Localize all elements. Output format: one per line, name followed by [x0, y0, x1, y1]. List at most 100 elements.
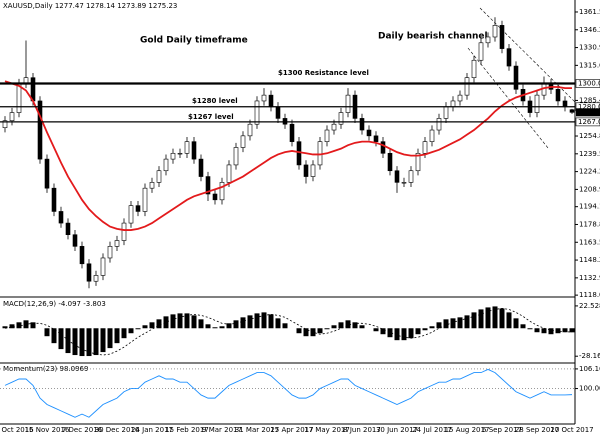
macd-bar: [450, 318, 456, 329]
candle-body: [212, 193, 218, 201]
y-tick-label: 100.00: [579, 385, 600, 393]
macd-bar: [247, 315, 253, 329]
y-tick-label: 1239.55: [579, 150, 600, 158]
candle-body: [387, 152, 393, 172]
candle-body: [226, 164, 232, 183]
candle-body: [373, 135, 379, 142]
macd-bar: [464, 315, 470, 329]
y-tick-label: 1330.90: [579, 44, 600, 52]
macd-bar: [324, 328, 330, 330]
macd-bar: [128, 328, 134, 334]
candle-body: [436, 118, 442, 131]
candle-body: [443, 106, 449, 119]
macd-bar: [555, 328, 561, 334]
candle-body: [555, 89, 561, 102]
macd-bar: [219, 326, 225, 329]
y-tick-label: 1178.80: [579, 220, 600, 228]
x-tick-label: 6 Sep 2017: [482, 426, 522, 434]
candle-body: [345, 94, 351, 113]
candle-body: [240, 135, 246, 148]
candle-body: [471, 59, 477, 78]
macd-bar: [415, 328, 421, 335]
macd-bar: [107, 328, 113, 349]
macd-bar: [548, 328, 554, 335]
candle-body: [205, 176, 211, 195]
macd-bar: [93, 328, 99, 356]
candle-body: [331, 123, 337, 131]
moving-average: [4, 80, 572, 231]
x-tick-label: 15 Aug 2017: [445, 426, 490, 434]
candle-body: [72, 234, 78, 247]
macd-bar: [58, 328, 64, 350]
y-tick-label: 1254.85: [579, 132, 600, 140]
macd-bar: [338, 322, 344, 329]
x-tick-label: 8 Jun 2017: [343, 426, 381, 434]
macd-bar: [205, 324, 211, 329]
header: XAUUSD,Daily 1277.47 1278.14 1273.89 127…: [3, 2, 177, 10]
macd-bar: [233, 320, 239, 329]
candle-body: [156, 170, 162, 183]
macd-bar: [149, 322, 155, 329]
macd-bar: [191, 315, 197, 329]
candle-body: [142, 187, 148, 212]
macd-bar: [9, 324, 15, 329]
candle-body: [485, 36, 491, 44]
macd-bar: [16, 322, 22, 329]
macd-bar: [79, 328, 85, 357]
macd-bar: [436, 322, 442, 329]
macd-bar: [520, 324, 526, 329]
macd-bar: [492, 306, 498, 329]
candle-body: [492, 25, 498, 38]
macd-bar: [345, 320, 351, 329]
macd-bar: [394, 328, 400, 341]
candle-body: [562, 100, 568, 108]
macd-bar: [121, 328, 127, 339]
candle-body: [450, 100, 456, 108]
y-tick-label: 1361.50: [579, 8, 600, 16]
candle-body: [79, 246, 85, 265]
candle-body: [275, 106, 281, 119]
candle-body: [380, 141, 386, 154]
candle-body: [464, 77, 470, 96]
macd-bar: [478, 309, 484, 329]
macd-bar: [44, 328, 50, 337]
candle-body: [44, 158, 50, 189]
candle-body: [51, 187, 57, 212]
macd-bar: [177, 313, 183, 329]
candle-body: [254, 100, 260, 125]
candle-body: [149, 182, 155, 189]
candle-body: [268, 94, 274, 108]
macd-bar: [373, 328, 379, 332]
macd-bar: [282, 323, 288, 329]
y-tick-label: 106.16: [579, 365, 600, 373]
candle-body: [289, 123, 295, 142]
candle-body: [394, 170, 400, 183]
candle-body: [429, 129, 435, 142]
y-tick-label: 1285.45: [579, 96, 600, 104]
x-tick-label: 30 Dec 2016: [95, 426, 140, 434]
macd-bar: [226, 323, 232, 329]
candle-body: [100, 257, 106, 276]
y-tick-label: 22.528: [579, 302, 600, 310]
candle-body: [534, 94, 540, 113]
annotation: Gold Daily timeframe: [140, 36, 248, 46]
candle-body: [121, 222, 127, 241]
candle-body: [408, 170, 414, 183]
candle-body: [499, 25, 505, 49]
macd-bar: [485, 307, 491, 329]
candle-body: [198, 158, 204, 177]
candle-body: [86, 263, 92, 282]
candle-body: [513, 65, 519, 90]
macd-bar: [72, 328, 78, 356]
candle-body: [247, 123, 253, 137]
x-tick-label: 24 Jan 2017: [131, 426, 173, 434]
x-tick-label: 25 Apr 2017: [270, 426, 313, 434]
candle-body: [191, 141, 197, 160]
indicator-name: MACD(12,26,9): [3, 300, 56, 308]
candle-body: [107, 246, 113, 259]
momentum-line: [4, 368, 573, 418]
candle-body: [478, 42, 484, 61]
macd-bar: [184, 313, 190, 329]
macd-bar: [240, 317, 246, 329]
header-high: 1278.14: [86, 2, 115, 10]
